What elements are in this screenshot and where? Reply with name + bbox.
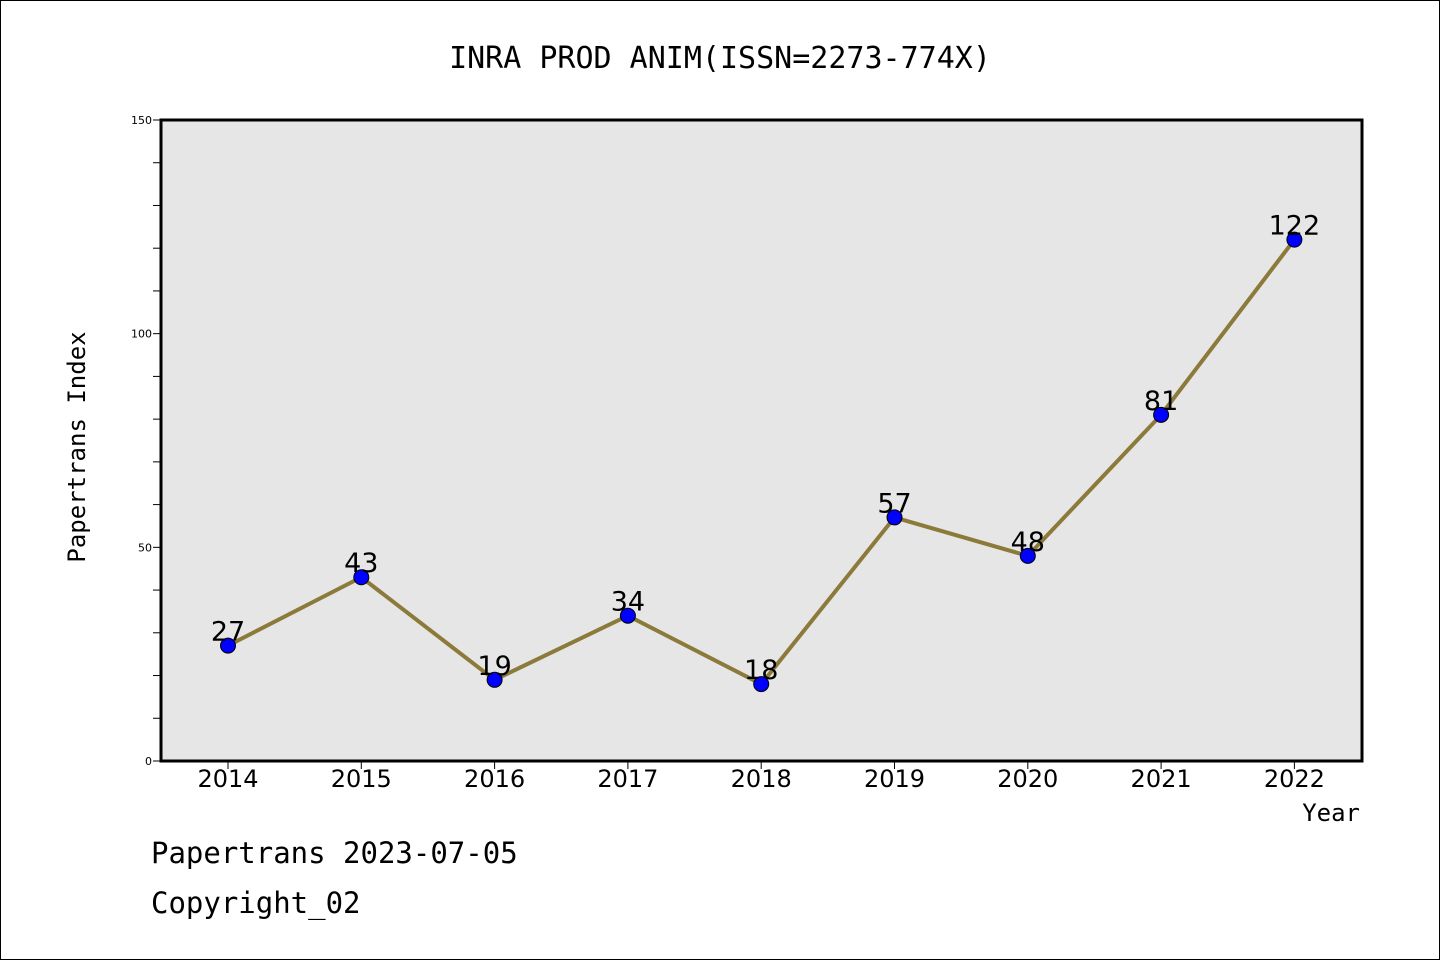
- data-label: 27: [211, 617, 245, 648]
- data-point: [1286, 231, 1303, 248]
- data-point: [1153, 406, 1170, 423]
- y-tick-label: 100: [131, 328, 152, 341]
- data-label: 57: [877, 488, 911, 519]
- data-point: [753, 676, 770, 693]
- data-point: [353, 569, 370, 586]
- footer-date-line: Papertrans 2023-07-05: [151, 836, 518, 870]
- data-point: [220, 637, 236, 654]
- data-label: 122: [1269, 211, 1321, 242]
- x-tick-label: 2020: [997, 765, 1058, 793]
- x-tick-label: 2015: [331, 765, 392, 793]
- data-point: [1019, 547, 1036, 564]
- data-label: 81: [1144, 386, 1178, 417]
- x-tick-label: 2018: [731, 765, 792, 793]
- data-label: 18: [744, 655, 778, 686]
- data-point: [486, 671, 503, 688]
- data-label: 43: [344, 548, 378, 579]
- x-tick-label: 2019: [864, 765, 925, 793]
- plot-area: [159, 118, 1364, 763]
- chart-title: INRA PROD ANIM(ISSN=2273-774X): [449, 41, 991, 76]
- data-label: 19: [477, 651, 511, 682]
- y-tick-label: 150: [131, 114, 152, 127]
- data-point: [886, 509, 903, 526]
- x-tick-label: 2021: [1131, 765, 1192, 793]
- data-label: 48: [1011, 527, 1045, 558]
- x-tick-label: 2022: [1264, 765, 1325, 793]
- y-tick-label: 0: [145, 755, 152, 768]
- data-label: 34: [611, 587, 645, 618]
- x-tick-label: 2017: [597, 765, 658, 793]
- data-label-layer: 27 43 19 34 18 57 48 81 122: [211, 211, 1320, 686]
- x-axis-title: Year: [1302, 799, 1360, 827]
- series-layer: [220, 231, 1303, 693]
- footer-copyright-line: Copyright_02: [151, 886, 361, 920]
- y-tick-label: 50: [138, 541, 152, 554]
- x-axis: 2014 2015 2016 2017 2018 2019 2020 2021 2022: [197, 761, 1325, 793]
- data-point: [619, 607, 636, 624]
- x-tick-label: 2014: [197, 765, 258, 793]
- x-tick-label: 2016: [464, 765, 525, 793]
- y-axis: 0 50 100 150: [131, 114, 161, 768]
- y-axis-title: Papertrans Index: [63, 331, 91, 562]
